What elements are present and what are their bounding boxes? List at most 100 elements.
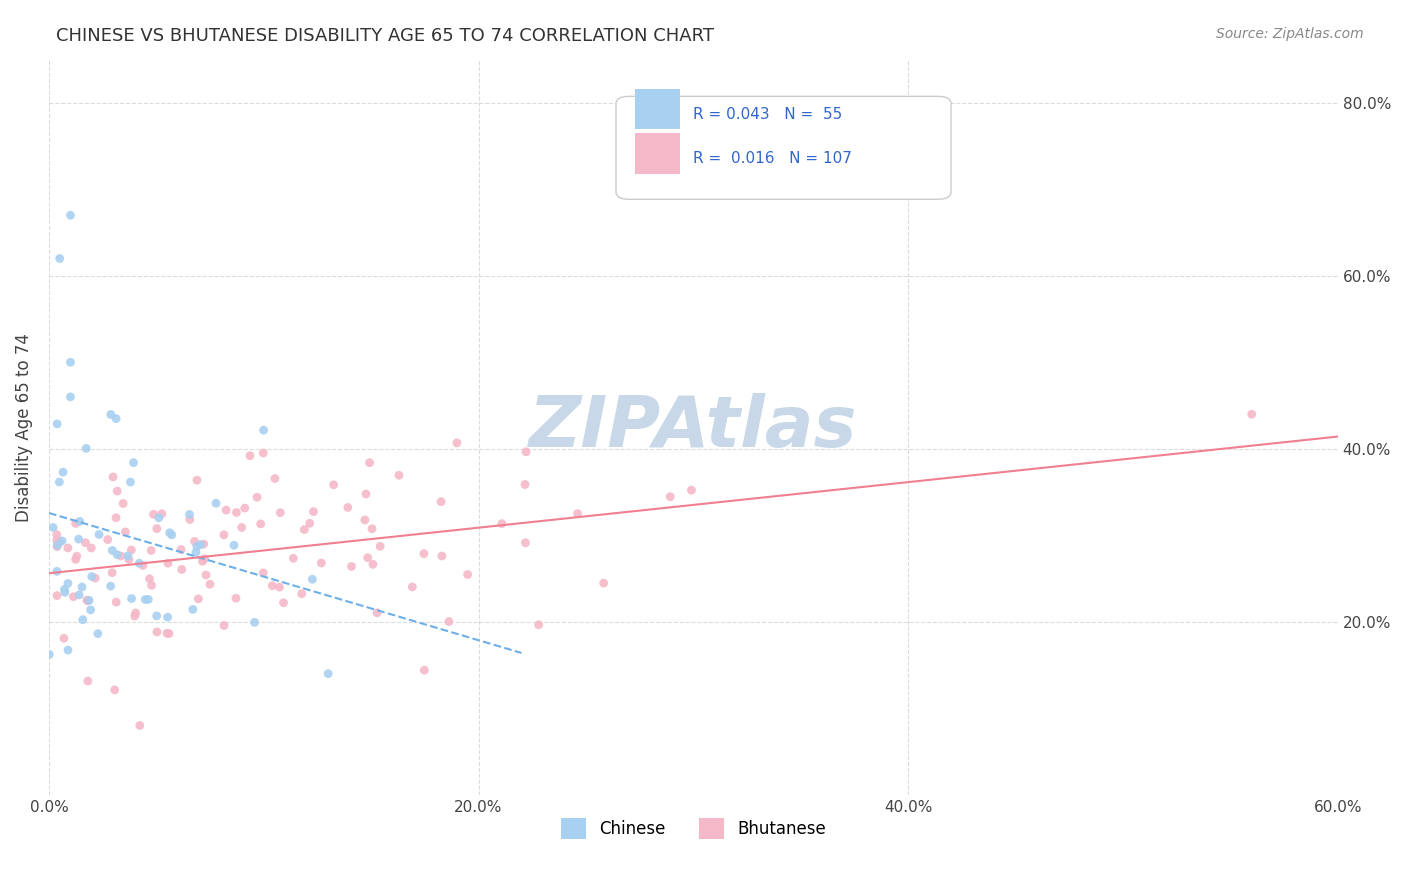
Point (76, 593, 98, 607)
Point (125, 606, 148, 620)
Point (592, 576, 614, 591)
Point (62, 590, 84, 604)
Point (136, 592, 159, 607)
Point (430, 494, 453, 508)
Point (354, 487, 377, 501)
Point (80, 541, 103, 555)
Point (80, 569, 103, 583)
Point (193, 537, 215, 551)
Point (527, 617, 550, 632)
Point (110, 549, 132, 563)
Point (361, 522, 384, 536)
Point (79, 603, 101, 617)
Point (298, 516, 321, 531)
Point (48, 252, 70, 266)
Point (359, 456, 381, 470)
Point (170, 562, 193, 576)
Point (252, 423, 274, 437)
Point (105, 548, 128, 562)
Point (56, 643, 79, 657)
Point (72, 613, 94, 627)
Point (46, 538, 69, 552)
Point (179, 512, 201, 526)
FancyBboxPatch shape (636, 89, 681, 129)
Point (515, 536, 537, 550)
Point (231, 520, 253, 534)
Point (412, 547, 434, 561)
Point (437, 615, 460, 629)
Text: Source: ZipAtlas.com: Source: ZipAtlas.com (1216, 27, 1364, 41)
Point (87, 626, 110, 640)
Point (75, 535, 97, 549)
Legend: Chinese, Bhutanese: Chinese, Bhutanese (554, 812, 832, 846)
Point (368, 539, 391, 553)
Text: R =  0.016   N = 107: R = 0.016 N = 107 (693, 152, 852, 167)
Point (100, 408, 122, 422)
Point (97, 533, 120, 547)
Point (225, 591, 247, 606)
Point (38, 648, 60, 662)
Point (70, 580, 93, 594)
Point (430, 549, 453, 563)
Point (105, 484, 128, 499)
Point (52, 465, 75, 479)
Point (148, 511, 170, 525)
Point (101, 470, 124, 484)
Point (212, 528, 235, 542)
Point (222, 538, 245, 552)
Point (65, 552, 87, 566)
Point (515, 444, 537, 458)
Point (212, 618, 235, 632)
Point (291, 587, 314, 601)
Point (45, 527, 67, 541)
Point (66, 549, 89, 563)
Point (59, 390, 82, 404)
Point (446, 435, 468, 450)
Point (311, 556, 333, 570)
Point (233, 501, 256, 516)
Point (193, 551, 215, 566)
Point (42, 520, 65, 534)
Point (567, 507, 589, 521)
Point (65, 516, 87, 531)
Point (157, 556, 180, 570)
Point (69, 515, 91, 529)
Point (141, 578, 163, 592)
Point (48, 475, 70, 489)
Point (59, 208, 82, 222)
Point (84, 571, 107, 585)
Point (191, 554, 214, 568)
Point (114, 524, 136, 539)
Point (302, 505, 325, 519)
Point (194, 568, 217, 582)
Point (150, 507, 173, 521)
Point (269, 580, 291, 594)
Point (112, 496, 135, 510)
Point (262, 579, 284, 593)
Point (170, 542, 193, 557)
Point (659, 490, 682, 504)
Point (121, 591, 143, 606)
Point (120, 543, 142, 558)
Point (156, 610, 179, 624)
Point (292, 523, 315, 537)
Point (184, 545, 207, 559)
Point (67, 532, 90, 546)
Point (146, 625, 169, 640)
Text: ZIPAtlas: ZIPAtlas (529, 392, 858, 462)
Point (336, 500, 359, 515)
Point (513, 477, 536, 491)
Point (100, 579, 122, 593)
Point (190, 538, 212, 552)
Point (118, 552, 141, 566)
Text: CHINESE VS BHUTANESE DISABILITY AGE 65 TO 74 CORRELATION CHART: CHINESE VS BHUTANESE DISABILITY AGE 65 T… (56, 27, 714, 45)
Point (46, 589, 69, 603)
Point (128, 718, 150, 732)
Point (491, 516, 513, 531)
Point (340, 559, 363, 574)
Point (52, 632, 75, 646)
Point (48, 535, 70, 549)
Point (239, 449, 262, 463)
Point (205, 496, 228, 510)
Point (141, 543, 163, 558)
